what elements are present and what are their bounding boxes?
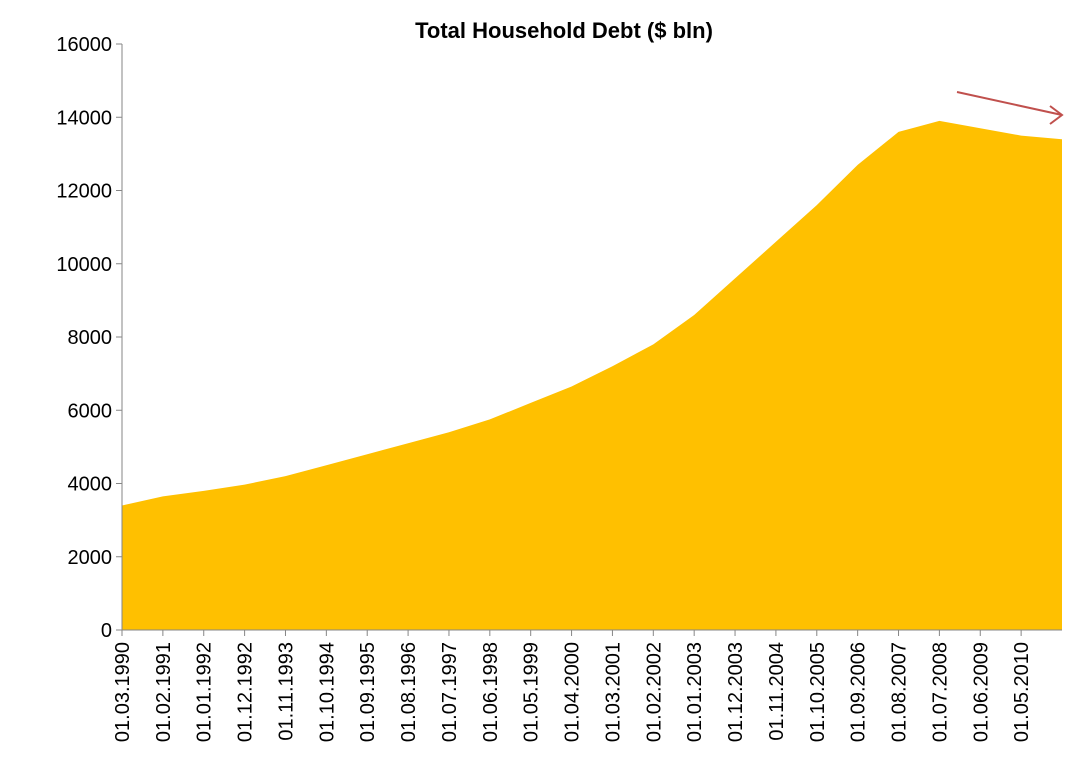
x-tick-label: 01.07.2008 [929, 642, 951, 742]
x-tick-label: 01.01.1992 [194, 642, 216, 742]
y-tick-label: 4000 [68, 474, 113, 496]
x-tick-label: 01.04.2000 [562, 642, 584, 742]
y-tick-label: 2000 [68, 547, 113, 569]
y-tick-label: 0 [101, 620, 112, 642]
plot-area [122, 120, 1062, 630]
chart-title: Total Household Debt ($ bln) [415, 18, 713, 43]
y-tick-label: 10000 [56, 254, 112, 276]
area [122, 120, 1062, 630]
x-tick-label: 01.05.1999 [521, 642, 543, 742]
x-tick-label: 01.01.2003 [684, 642, 706, 742]
x-tick-label: 01.10.2005 [807, 642, 829, 742]
x-tick-label: 01.08.2007 [889, 642, 911, 742]
y-tick-label: 12000 [56, 181, 112, 203]
y-tick-label: 16000 [56, 34, 112, 56]
x-tick-label: 01.09.1995 [357, 642, 379, 742]
x-tick-label: 01.03.1990 [112, 642, 134, 742]
annotation-arrow [956, 91, 1063, 116]
y-tick-label: 14000 [56, 107, 112, 129]
x-tick-label: 01.10.1994 [316, 642, 338, 742]
x-tick-label: 01.03.2001 [602, 642, 624, 742]
y-tick-label: 6000 [68, 400, 113, 422]
x-tick-label: 01.11.2004 [766, 642, 788, 741]
x-tick-label: 01.08.1996 [398, 642, 420, 742]
x-tick-label: 01.02.2002 [643, 642, 665, 742]
x-tick-label: 01.06.1998 [480, 642, 502, 742]
x-tick-label: 01.12.2003 [725, 642, 747, 742]
x-tick-label: 01.12.1992 [235, 642, 257, 742]
x-tick-label: 01.09.2006 [848, 642, 870, 742]
x-tick-label: 01.06.2009 [970, 642, 992, 742]
y-tick-label: 8000 [68, 327, 113, 349]
arrow-head [1049, 105, 1064, 125]
x-tick-label: 01.05.2010 [1011, 642, 1033, 742]
x-tick-label: 01.02.1991 [153, 642, 175, 742]
x-tick-label: 01.07.1997 [439, 642, 461, 742]
x-tick-label: 01.11.1993 [275, 642, 297, 741]
